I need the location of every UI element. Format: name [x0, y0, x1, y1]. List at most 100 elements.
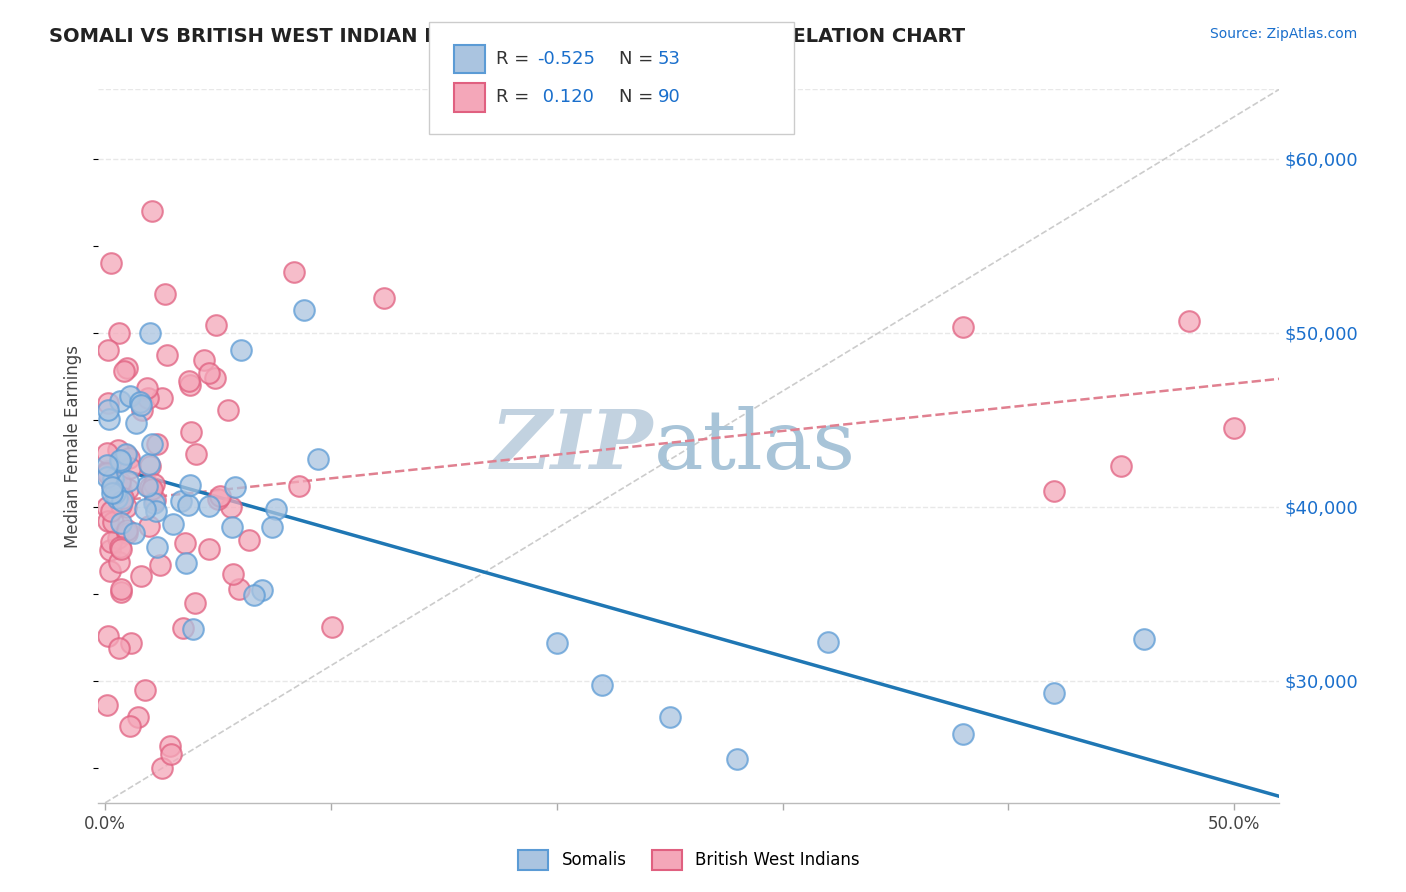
Point: [110, 542, 132, 557]
Text: SOMALI VS BRITISH WEST INDIAN MEDIAN FEMALE EARNINGS CORRELATION CHART: SOMALI VS BRITISH WEST INDIAN MEDIAN FEM…: [49, 27, 966, 45]
Point: [108, 393, 131, 408]
Point: [139, 480, 162, 494]
Point: [97, 343, 120, 357]
Point: [101, 472, 124, 486]
Point: [134, 682, 156, 697]
Text: atlas: atlas: [654, 406, 856, 486]
Point: [136, 479, 159, 493]
Point: [952, 727, 974, 741]
Point: [1223, 421, 1246, 435]
Point: [96, 446, 118, 460]
Point: [250, 583, 273, 598]
Point: [1042, 686, 1064, 700]
Point: [114, 500, 136, 514]
Point: [118, 389, 141, 403]
Point: [96, 470, 118, 484]
Point: [111, 493, 134, 508]
Point: [108, 326, 131, 340]
Point: [177, 498, 200, 512]
Point: [162, 517, 184, 532]
Point: [160, 747, 183, 761]
Point: [1178, 314, 1201, 328]
Point: [138, 519, 160, 533]
Point: [179, 378, 201, 392]
Point: [546, 636, 568, 650]
Point: [145, 493, 167, 508]
Point: [224, 480, 246, 494]
Point: [156, 348, 179, 362]
Text: -0.525: -0.525: [537, 50, 595, 68]
Text: N =: N =: [619, 88, 658, 106]
Point: [100, 256, 122, 270]
Point: [727, 752, 749, 766]
Point: [952, 319, 974, 334]
Point: [114, 448, 136, 462]
Text: R =: R =: [496, 50, 536, 68]
Point: [97, 403, 120, 417]
Point: [307, 451, 329, 466]
Point: [153, 286, 176, 301]
Point: [118, 450, 141, 465]
Point: [145, 504, 167, 518]
Text: R =: R =: [496, 88, 536, 106]
Point: [817, 635, 839, 649]
Point: [118, 461, 141, 475]
Point: [184, 596, 207, 610]
Point: [591, 678, 613, 692]
Point: [138, 391, 160, 405]
Point: [97, 629, 120, 643]
Point: [118, 719, 141, 733]
Point: [287, 478, 309, 492]
Point: [152, 761, 174, 775]
Point: [110, 483, 132, 497]
Point: [141, 482, 163, 496]
Point: [142, 477, 165, 491]
Point: [127, 709, 149, 723]
Point: [229, 343, 252, 358]
Point: [219, 500, 242, 515]
Point: [117, 482, 139, 496]
Point: [141, 437, 163, 451]
Point: [110, 516, 132, 531]
Point: [100, 535, 122, 549]
Point: [96, 466, 118, 480]
Point: [204, 370, 226, 384]
Y-axis label: Median Female Earnings: Median Female Earnings: [65, 344, 83, 548]
Point: [117, 525, 139, 540]
Point: [110, 582, 132, 596]
Point: [1111, 458, 1133, 473]
Point: [101, 515, 124, 529]
Point: [141, 204, 163, 219]
Text: 90: 90: [658, 88, 681, 106]
Point: [134, 502, 156, 516]
Point: [146, 437, 169, 451]
Point: [228, 582, 250, 596]
Point: [108, 555, 131, 569]
Point: [110, 475, 132, 489]
Point: [138, 458, 160, 473]
Point: [658, 710, 681, 724]
Point: [131, 403, 153, 417]
Point: [110, 455, 132, 469]
Point: [172, 621, 194, 635]
Point: [100, 479, 122, 493]
Point: [1042, 484, 1064, 499]
Point: [107, 442, 129, 457]
Point: [193, 353, 215, 368]
Point: [98, 543, 121, 558]
Point: [96, 458, 118, 472]
Point: [150, 391, 173, 405]
Point: [262, 520, 284, 534]
Point: [98, 564, 121, 578]
Point: [209, 489, 232, 503]
Point: [124, 416, 146, 430]
Point: [128, 395, 150, 409]
Point: [101, 485, 124, 500]
Point: [373, 291, 395, 305]
Text: 53: 53: [658, 50, 681, 68]
Point: [104, 486, 127, 500]
Point: [243, 588, 266, 602]
Point: [97, 514, 120, 528]
Point: [108, 541, 131, 555]
Point: [198, 366, 221, 380]
